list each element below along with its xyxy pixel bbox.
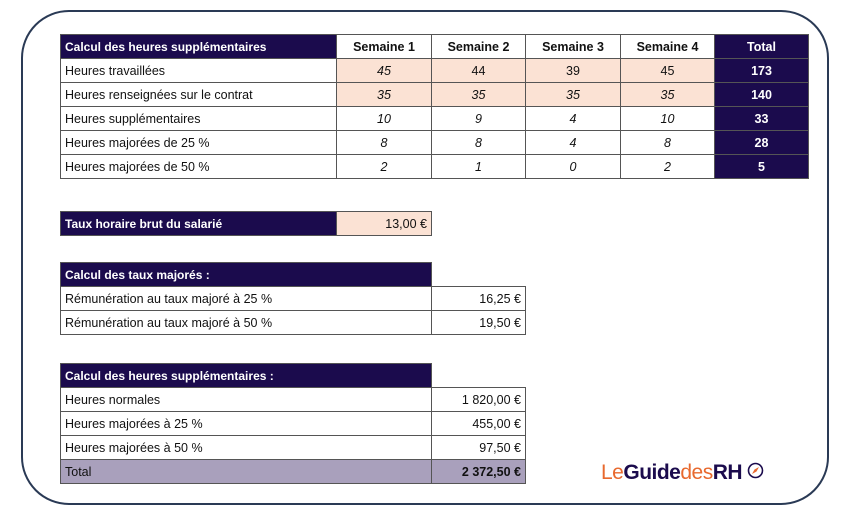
table-cell: 39	[525, 58, 621, 83]
table-row: Heures renseignées sur le contrat 35 35 …	[60, 82, 809, 107]
table-cell: 4	[525, 106, 621, 131]
rates-table: Calcul des taux majorés : Rémunération a…	[60, 262, 526, 335]
logo-part: des	[680, 461, 713, 484]
table-header-row: Calcul des taux majorés :	[60, 262, 526, 287]
row-total: 33	[714, 106, 809, 131]
column-header: Semaine 1	[336, 34, 432, 59]
hourly-rate-table: Taux horaire brut du salarié 13,00 €	[60, 211, 432, 236]
table-header-row: Calcul des heures supplémentaires :	[60, 363, 526, 388]
table-row: Rémunération au taux majoré à 50 % 19,50…	[60, 310, 526, 335]
row-total: 140	[714, 82, 809, 107]
table-row: Taux horaire brut du salarié 13,00 €	[60, 211, 432, 236]
table-cell: 0	[525, 154, 621, 179]
row-total: 28	[714, 130, 809, 155]
empty-cell	[432, 364, 526, 388]
table-cell: 4	[525, 130, 621, 155]
row-value: 19,50 €	[431, 310, 526, 335]
table-cell: 2	[336, 154, 432, 179]
table-row: Heures majorées de 50 % 2 1 0 2 5	[60, 154, 809, 179]
overtime-calc-table: Calcul des heures supplémentaires : Heur…	[60, 363, 526, 484]
column-header: Semaine 3	[525, 34, 621, 59]
table-row: Heures normales 1 820,00 €	[60, 387, 526, 412]
table-row: Heures majorées à 25 % 455,00 €	[60, 411, 526, 436]
row-label: Rémunération au taux majoré à 25 %	[60, 286, 432, 311]
column-header: Semaine 2	[431, 34, 526, 59]
row-label: Heures travaillées	[60, 58, 337, 83]
table-cell: 35	[431, 82, 526, 107]
row-label: Heures normales	[60, 387, 432, 412]
row-value: 97,50 €	[431, 435, 526, 460]
row-value: 16,25 €	[431, 286, 526, 311]
hourly-rate-value: 13,00 €	[336, 211, 432, 236]
table-row: Heures travaillées 45 44 39 45 173	[60, 58, 809, 83]
table-cell: 35	[620, 82, 715, 107]
row-total: 173	[714, 58, 809, 83]
column-header: Semaine 4	[620, 34, 715, 59]
table-cell: 35	[525, 82, 621, 107]
rates-title: Calcul des taux majorés :	[60, 262, 432, 287]
table-cell: 1	[431, 154, 526, 179]
table-header-row: Calcul des heures supplémentaires Semain…	[60, 34, 809, 59]
row-label: Heures majorées de 25 %	[60, 130, 337, 155]
table-title: Calcul des heures supplémentaires	[60, 34, 337, 59]
total-value: 2 372,50 €	[431, 459, 526, 484]
overtime-week-table: Calcul des heures supplémentaires Semain…	[60, 34, 809, 179]
row-label: Heures majorées à 25 %	[60, 411, 432, 436]
table-cell: 8	[336, 130, 432, 155]
total-row: Total 2 372,50 €	[60, 459, 526, 484]
row-total: 5	[714, 154, 809, 179]
row-value: 455,00 €	[431, 411, 526, 436]
row-value: 1 820,00 €	[431, 387, 526, 412]
table-row: Rémunération au taux majoré à 25 % 16,25…	[60, 286, 526, 311]
compass-icon	[742, 461, 764, 485]
row-label: Heures renseignées sur le contrat	[60, 82, 337, 107]
row-label: Heures majorées à 50 %	[60, 435, 432, 460]
table-row: Heures supplémentaires 10 9 4 10 33	[60, 106, 809, 131]
logo-part: Guide	[623, 461, 681, 484]
table-row: Heures majorées à 50 % 97,50 €	[60, 435, 526, 460]
logo-part: Le	[601, 461, 624, 484]
column-header-total: Total	[714, 34, 809, 59]
table-cell: 8	[620, 130, 715, 155]
row-label: Heures majorées de 50 %	[60, 154, 337, 179]
total-label: Total	[60, 459, 432, 484]
empty-cell	[432, 263, 526, 287]
table-cell: 2	[620, 154, 715, 179]
table-cell: 10	[620, 106, 715, 131]
table-cell: 9	[431, 106, 526, 131]
overtime-title: Calcul des heures supplémentaires :	[60, 363, 432, 388]
table-cell: 44	[431, 58, 526, 83]
table-row: Heures majorées de 25 % 8 8 4 8 28	[60, 130, 809, 155]
table-cell: 35	[336, 82, 432, 107]
table-cell: 8	[431, 130, 526, 155]
table-cell: 45	[620, 58, 715, 83]
row-label: Rémunération au taux majoré à 50 %	[60, 310, 432, 335]
leguidedesrh-logo: Le Guide des RH	[601, 461, 764, 485]
logo-part: RH	[712, 461, 743, 484]
table-cell: 10	[336, 106, 432, 131]
hourly-rate-label: Taux horaire brut du salarié	[60, 211, 337, 236]
table-cell: 45	[336, 58, 432, 83]
row-label: Heures supplémentaires	[60, 106, 337, 131]
